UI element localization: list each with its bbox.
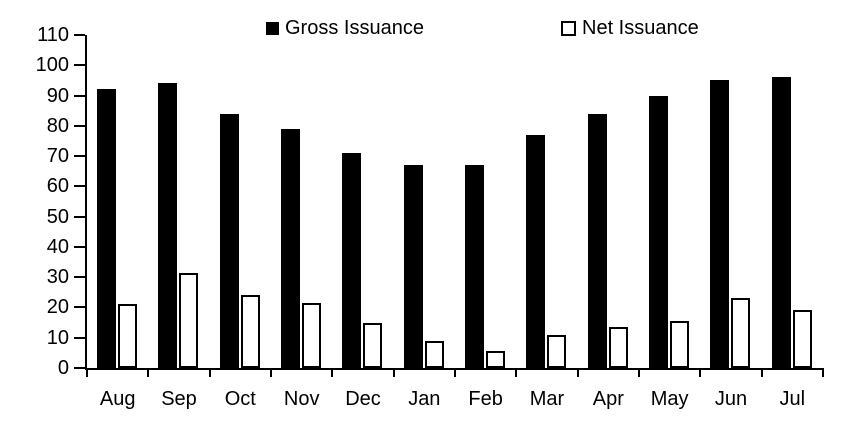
x-axis-category-label: Mar	[529, 388, 565, 410]
x-axis-tick	[331, 368, 334, 377]
x-axis-tick	[576, 368, 579, 377]
net-issuance-bar	[363, 322, 383, 368]
net-issuance-bar	[792, 310, 812, 368]
plot-area: 0 10 20 30 40 50 60 70 80 90 100 110	[36, 24, 824, 379]
y-axis-tick	[74, 245, 85, 248]
net-issuance-bar	[670, 321, 689, 368]
y-axis-tick-label: 110	[37, 24, 69, 46]
gross-issuance-bar	[771, 77, 791, 368]
gross-issuance-bar	[97, 89, 116, 368]
y-axis-tick	[74, 215, 85, 218]
x-axis-category-label: Feb	[468, 388, 503, 410]
y-axis-tick	[74, 124, 85, 127]
x-axis-category-label: Jan	[408, 388, 441, 410]
net-issuance-bar	[547, 334, 567, 368]
x-axis-tick	[638, 368, 640, 377]
y-axis-tick	[74, 34, 85, 36]
x-axis-category-label: Nov	[283, 388, 320, 410]
y-axis-tick-label: 30	[46, 266, 69, 289]
x-axis-tick	[392, 368, 395, 377]
x-axis-category-label: May	[650, 388, 689, 410]
gross-issuance-bar	[587, 113, 607, 368]
net-issuance-bar	[731, 298, 751, 368]
net-issuance-bar	[240, 295, 260, 368]
gross-issuance-bar	[710, 80, 730, 368]
x-axis-category-label: Apr	[592, 388, 624, 410]
y-axis-tick	[74, 276, 85, 279]
gross-issuance-bar	[403, 165, 423, 368]
y-axis-tick-label: 40	[46, 235, 69, 258]
y-axis-tick-label: 100	[35, 54, 69, 77]
gross-issuance-bar	[465, 165, 484, 368]
legend-item-net-issuance: Net Issuance	[561, 17, 699, 39]
x-axis-category-label: Dec	[345, 388, 381, 410]
y-axis-tick-label: 80	[46, 114, 69, 137]
y-axis-tick-label: 90	[46, 84, 69, 107]
y-axis-line	[85, 35, 87, 370]
legend-item-gross-issuance: Gross Issuance	[266, 17, 424, 39]
gross-issuance-bar	[526, 134, 546, 368]
gross-issuance-bar	[649, 95, 668, 368]
legend-label-net-issuance: Net Issuance	[582, 16, 699, 39]
x-axis-category-label: Jun	[714, 388, 748, 410]
net-issuance-swatch-icon	[561, 20, 576, 36]
x-axis-tick	[147, 368, 150, 377]
y-axis-tick-label: 20	[46, 296, 69, 319]
x-axis-category-label: Jul	[779, 388, 806, 410]
y-axis-tick	[74, 64, 85, 67]
x-axis-tick	[454, 368, 456, 377]
y-axis-tick	[74, 336, 85, 339]
x-axis-tick	[515, 368, 518, 377]
gross-issuance-bar	[281, 128, 300, 368]
x-axis-tick	[699, 368, 702, 377]
x-axis-tick	[822, 368, 824, 377]
gross-issuance-bar	[219, 113, 239, 368]
net-issuance-bar	[302, 302, 321, 368]
x-axis-tick	[86, 368, 88, 377]
net-issuance-bar	[608, 327, 628, 368]
y-axis-tick	[74, 367, 85, 369]
y-axis-tick-label: 10	[46, 326, 69, 349]
net-issuance-bar	[486, 351, 505, 368]
x-axis-tick	[760, 368, 763, 377]
net-issuance-bar	[118, 304, 137, 368]
y-axis-tick	[74, 185, 85, 188]
x-axis-tick	[270, 368, 272, 377]
y-axis-tick-label: 50	[46, 205, 69, 228]
y-axis-tick-label: 0	[57, 357, 69, 379]
net-issuance-bar	[424, 340, 444, 368]
y-axis-tick	[74, 155, 85, 158]
gross-issuance-bar	[342, 153, 362, 368]
x-axis-category-label: Oct	[224, 388, 256, 410]
y-axis-tick-label: 70	[46, 145, 69, 168]
x-axis-category-label: Sep	[161, 388, 197, 410]
net-issuance-bar	[179, 272, 199, 368]
gross-issuance-bar	[158, 83, 178, 368]
y-axis-tick	[74, 94, 85, 97]
y-axis-tick-label: 60	[46, 175, 69, 198]
y-axis-tick	[74, 306, 85, 309]
x-axis-category-label: Aug	[99, 388, 136, 410]
x-axis-tick	[208, 368, 211, 377]
legend-label-gross-issuance: Gross Issuance	[285, 16, 424, 39]
gross-issuance-swatch-icon	[266, 21, 279, 35]
